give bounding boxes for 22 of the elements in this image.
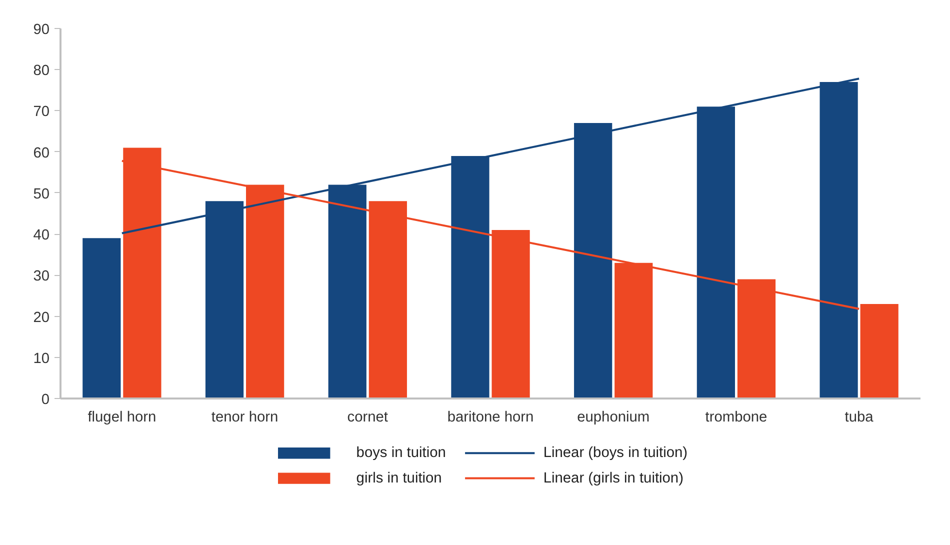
- x-tick-label: euphonium: [577, 410, 650, 426]
- y-tick-label: 30: [33, 268, 50, 285]
- y-tick-label: 80: [33, 63, 50, 80]
- legend-label: Linear (girls in tuition): [543, 470, 684, 486]
- bar: [82, 238, 121, 398]
- y-tick-label: 40: [33, 228, 50, 244]
- y-tick-label: 70: [33, 104, 50, 120]
- x-tick-label: flugel horn: [88, 410, 156, 426]
- x-tick-label: cornet: [347, 410, 388, 426]
- x-tick-label: tuba: [844, 410, 874, 426]
- legend-label: Linear (boys in tuition): [543, 445, 688, 462]
- y-tick-label: 10: [33, 350, 50, 367]
- x-tick-label: trombone: [705, 410, 768, 426]
- legend-label: boys in tuition: [356, 445, 446, 462]
- x-tick-label: tenor horn: [211, 410, 278, 426]
- y-tick-label: 50: [33, 186, 50, 202]
- y-tick-label: 90: [33, 22, 50, 38]
- y-tick-label: 0: [41, 392, 50, 408]
- y-tick-label: 60: [33, 145, 50, 162]
- legend-label: girls in tuition: [356, 470, 442, 486]
- y-tick-label: 20: [33, 310, 50, 326]
- x-tick-label: baritone horn: [447, 410, 534, 426]
